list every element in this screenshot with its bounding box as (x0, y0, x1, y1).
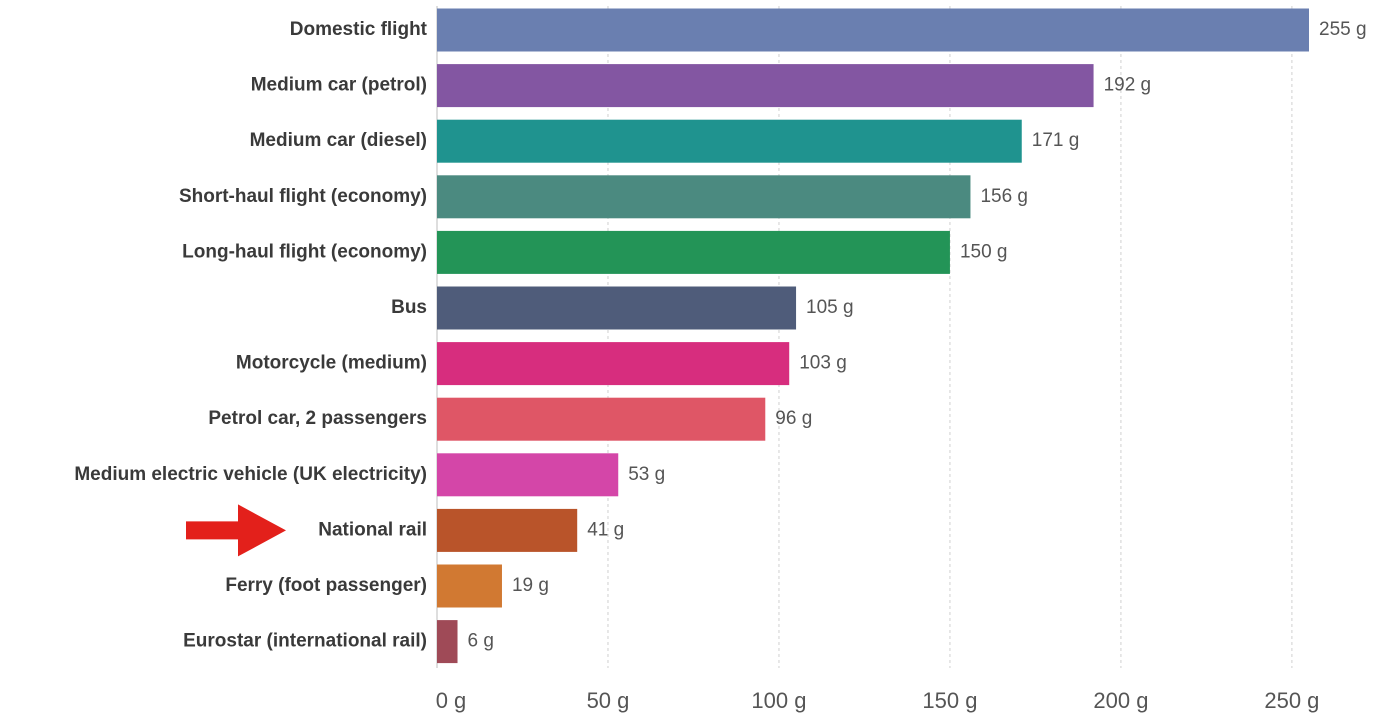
red-arrow-icon (186, 504, 286, 557)
bar-medium-car-diesel (437, 119, 1022, 163)
bar-medium-electric-vehicle-uk-electricity (437, 453, 619, 497)
category-label-short-haul-flight-economy: Short-haul flight (economy) (179, 186, 427, 207)
bar-long-haul-flight-economy (437, 230, 950, 274)
value-label-short-haul-flight-economy: 156 g (980, 186, 1028, 207)
category-label-motorcycle-medium: Motorcycle (medium) (236, 353, 427, 374)
x-tick-label-50: 50 g (587, 688, 630, 713)
value-labels: 255 g 192 g 171 g 156 g 150 g 105 g 103 g 96 g 5… (468, 19, 1367, 652)
value-label-long-haul-flight-economy: 150 g (960, 241, 1008, 262)
value-label-bus: 105 g (806, 297, 854, 318)
bar-medium-car-petrol (437, 64, 1094, 108)
bar-short-haul-flight-economy (437, 175, 971, 219)
bars (437, 8, 1309, 664)
value-label-ferry-foot-passenger: 19 g (512, 575, 549, 596)
bar-motorcycle-medium (437, 342, 790, 386)
grid-lines (436, 6, 1293, 668)
bar-domestic-flight (437, 8, 1309, 52)
category-labels: Domestic flight Medium car (petrol) Medium… (74, 19, 427, 652)
category-label-medium-car-diesel: Medium car (diesel) (250, 130, 427, 151)
category-label-bus: Bus (391, 297, 427, 318)
value-label-eurostar-international-rail: 6 g (468, 631, 494, 652)
x-tick-label-100: 100 g (751, 688, 806, 713)
value-label-national-rail: 41 g (587, 519, 624, 540)
category-label-national-rail: National rail (318, 519, 427, 540)
category-label-ferry-foot-passenger: Ferry (foot passenger) (225, 575, 427, 596)
bar-ferry-foot-passenger (437, 564, 502, 608)
category-label-domestic-flight: Domestic flight (290, 19, 428, 40)
x-axis-ticks: 0 g 50 g 100 g 150 g 200 g 250 g (436, 688, 1320, 713)
category-label-eurostar-international-rail: Eurostar (international rail) (183, 631, 427, 652)
x-tick-label-200: 200 g (1093, 688, 1148, 713)
value-label-medium-car-petrol: 192 g (1104, 75, 1152, 96)
value-label-domestic-flight: 255 g (1319, 19, 1367, 40)
bar-bus (437, 286, 797, 330)
category-label-medium-electric-vehicle-uk-electricity: Medium electric vehicle (UK electricity) (74, 464, 427, 485)
category-label-petrol-car-2-passengers: Petrol car, 2 passengers (208, 408, 427, 429)
bar-petrol-car-2-passengers (437, 397, 766, 441)
value-label-medium-car-diesel: 171 g (1032, 130, 1080, 151)
x-tick-label-0: 0 g (436, 688, 467, 713)
value-label-motorcycle-medium: 103 g (799, 353, 847, 374)
bar-eurostar-international-rail (437, 620, 458, 664)
x-tick-label-150: 150 g (922, 688, 977, 713)
annotation (186, 504, 286, 557)
category-label-medium-car-petrol: Medium car (petrol) (251, 75, 427, 96)
x-tick-label-250: 250 g (1264, 688, 1319, 713)
category-label-long-haul-flight-economy: Long-haul flight (economy) (182, 241, 427, 262)
bar-national-rail (437, 508, 578, 552)
value-label-petrol-car-2-passengers: 96 g (775, 408, 812, 429)
value-label-medium-electric-vehicle-uk-electricity: 53 g (628, 464, 665, 485)
